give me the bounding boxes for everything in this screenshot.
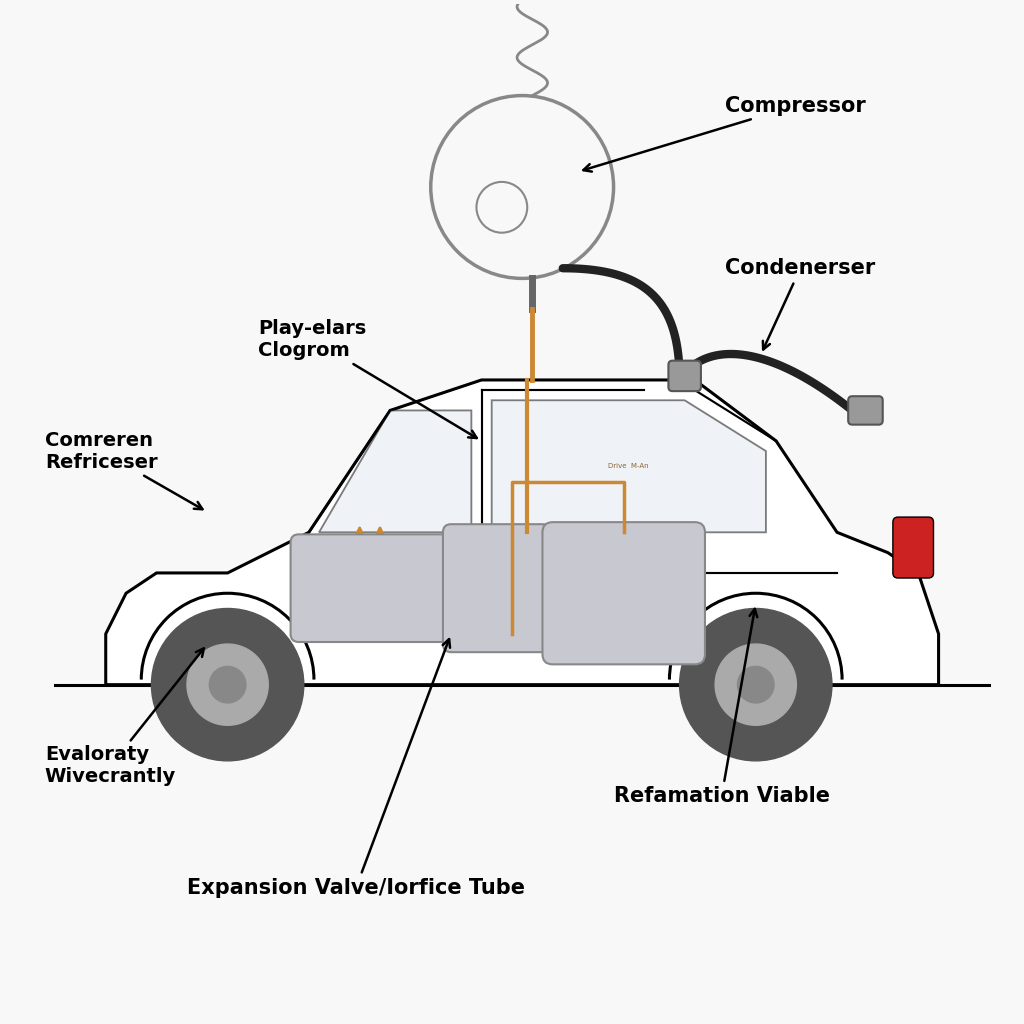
FancyBboxPatch shape bbox=[543, 522, 705, 665]
Polygon shape bbox=[319, 411, 471, 532]
Text: Expansion Valve/Iorfice Tube: Expansion Valve/Iorfice Tube bbox=[187, 639, 525, 898]
Circle shape bbox=[152, 608, 304, 761]
Text: Evaloraty
Wivecrantly: Evaloraty Wivecrantly bbox=[45, 648, 204, 786]
Text: Play-elars
Clogrom: Play-elars Clogrom bbox=[258, 318, 477, 438]
Text: Compressor: Compressor bbox=[584, 95, 866, 172]
Circle shape bbox=[715, 644, 797, 725]
Circle shape bbox=[737, 667, 774, 702]
Text: Comreren
Refriceser: Comreren Refriceser bbox=[45, 430, 203, 509]
Text: Refamation Viable: Refamation Viable bbox=[613, 609, 829, 806]
Polygon shape bbox=[492, 400, 766, 532]
Circle shape bbox=[209, 667, 246, 702]
Circle shape bbox=[187, 644, 268, 725]
FancyBboxPatch shape bbox=[291, 535, 450, 642]
Polygon shape bbox=[105, 380, 939, 685]
Text: Drive  M-An: Drive M-An bbox=[608, 463, 649, 469]
Circle shape bbox=[680, 608, 831, 761]
FancyBboxPatch shape bbox=[443, 524, 551, 652]
FancyBboxPatch shape bbox=[848, 396, 883, 425]
FancyBboxPatch shape bbox=[669, 360, 700, 391]
Text: Condenerser: Condenerser bbox=[725, 258, 876, 349]
FancyBboxPatch shape bbox=[893, 517, 934, 578]
